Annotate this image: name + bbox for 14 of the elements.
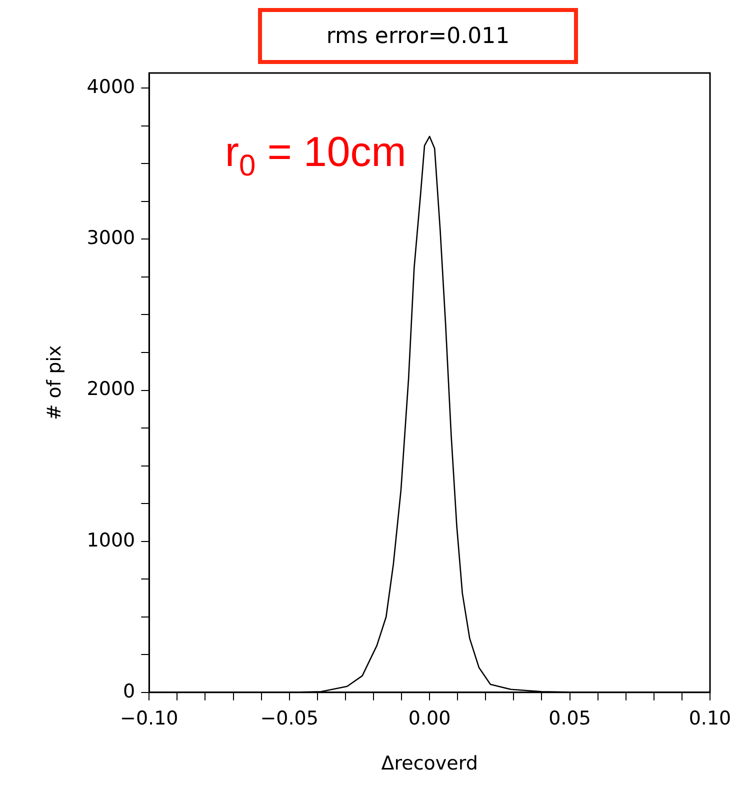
y-axis-title: # of pix <box>43 345 66 420</box>
x-tick-label: 0.00 <box>408 708 451 730</box>
y-tick-label: 3000 <box>86 227 136 250</box>
x-tick-label: −0.10 <box>120 708 178 730</box>
x-axis-title: Δrecoverd <box>381 752 478 775</box>
y-tick-label: 0 <box>123 680 136 702</box>
annotation: r$_{0}$ = 10cm <box>225 128 406 184</box>
x-tick-label: 0.10 <box>688 708 732 730</box>
y-tick-label: 1000 <box>86 529 136 552</box>
x-tick-label: −0.05 <box>260 708 318 730</box>
text: rms error=0.011 <box>258 8 578 64</box>
y-tick-label: 4000 <box>86 76 136 98</box>
x-tick-label: 0.05 <box>548 708 591 730</box>
y-tick-label: 2000 <box>86 378 136 400</box>
